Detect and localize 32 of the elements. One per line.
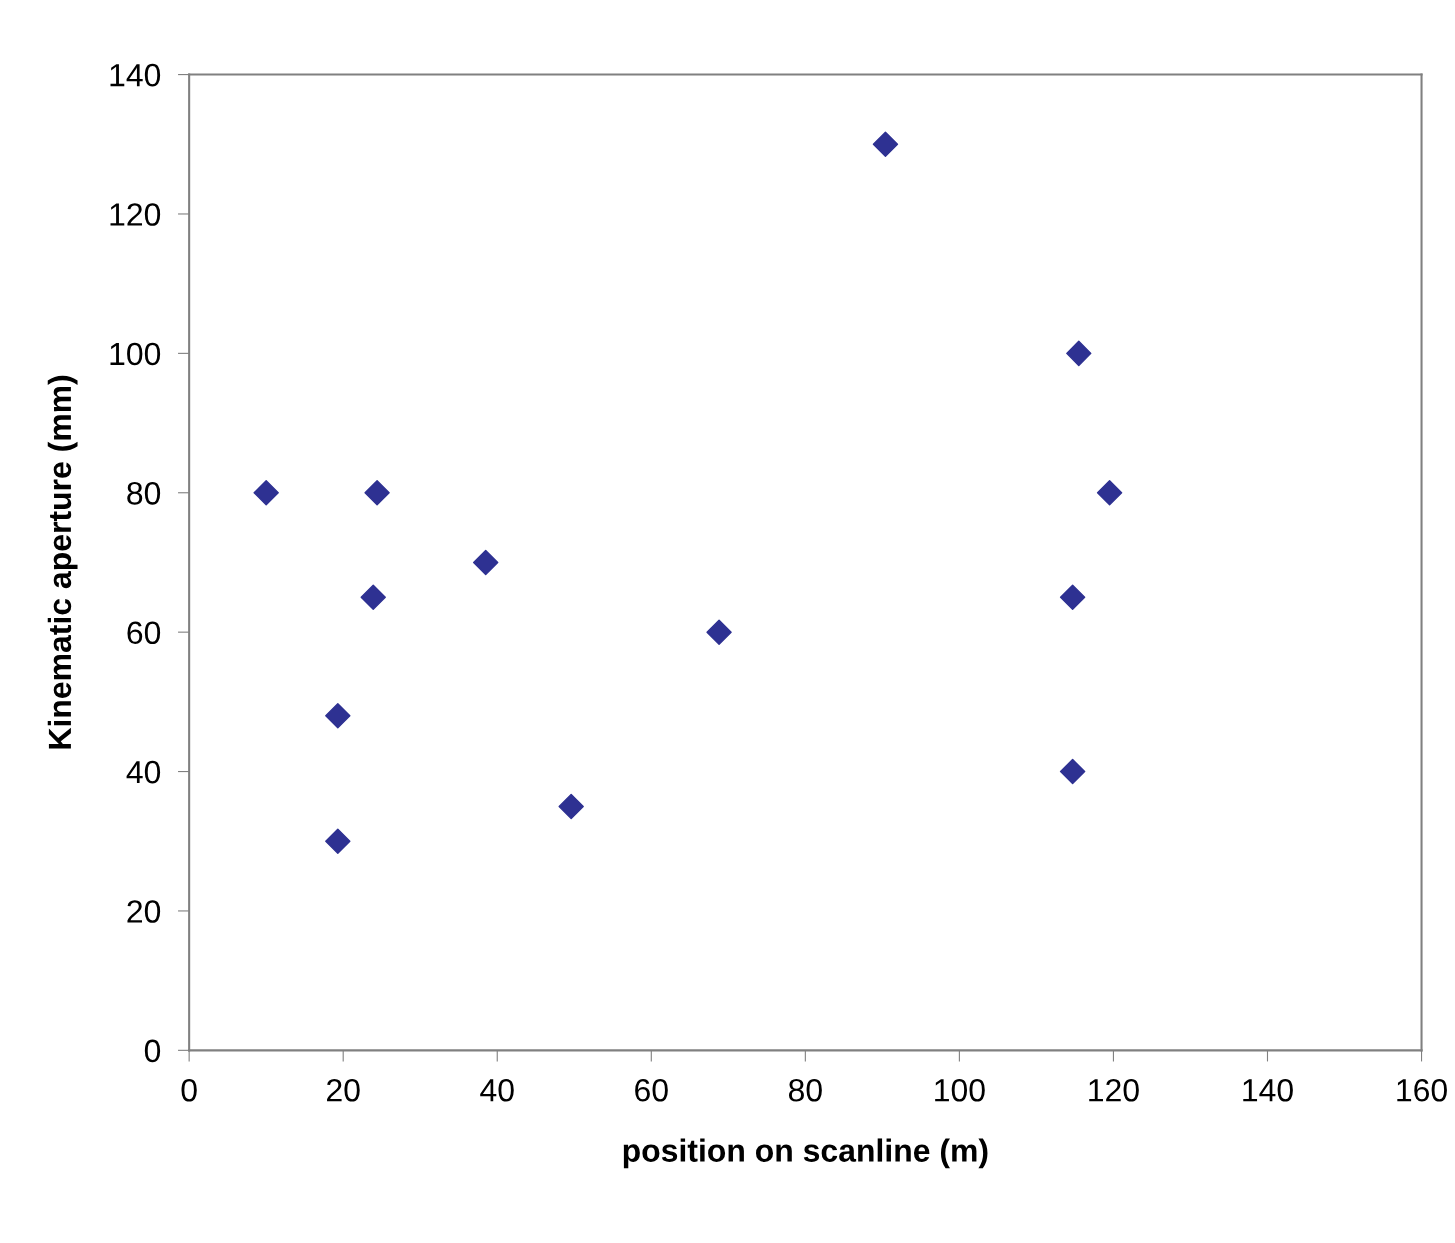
point [872, 131, 899, 157]
y-tick-label: 80 [127, 482, 161, 505]
x-tick-label: 60 [635, 1078, 668, 1102]
x-axis-title: position on scanline (m) [623, 1138, 988, 1169]
y-tick-label: 60 [127, 621, 161, 645]
x-tick-label: 100 [935, 1078, 985, 1102]
point [325, 703, 351, 729]
point [706, 619, 732, 645]
point [360, 584, 386, 611]
point [325, 828, 351, 854]
point [1096, 480, 1123, 506]
y-tick-label: 120 [110, 203, 161, 226]
point [472, 549, 499, 576]
x-tick-label: 20 [327, 1078, 360, 1102]
point [364, 480, 390, 506]
x-tick-label: 0 [181, 1078, 197, 1102]
x-tick-label: 120 [1089, 1078, 1139, 1102]
y-axis-title: Kinematic aperture (mm) [47, 375, 78, 749]
point [253, 480, 279, 506]
x-tick-label: 80 [788, 1078, 822, 1102]
point [1066, 340, 1092, 367]
point [558, 793, 584, 820]
x-tick-label: 160 [1397, 1078, 1447, 1102]
x-tick-label: 140 [1243, 1078, 1293, 1102]
point [1059, 758, 1086, 785]
y-tick-label: 140 [110, 63, 161, 87]
point [1059, 584, 1086, 611]
y-tick-label: 0 [144, 1039, 161, 1063]
x-tick-label: 40 [480, 1078, 514, 1102]
y-tick-label: 20 [127, 900, 161, 923]
y-tick-label: 100 [110, 342, 161, 366]
y-tick-label: 40 [126, 760, 161, 784]
